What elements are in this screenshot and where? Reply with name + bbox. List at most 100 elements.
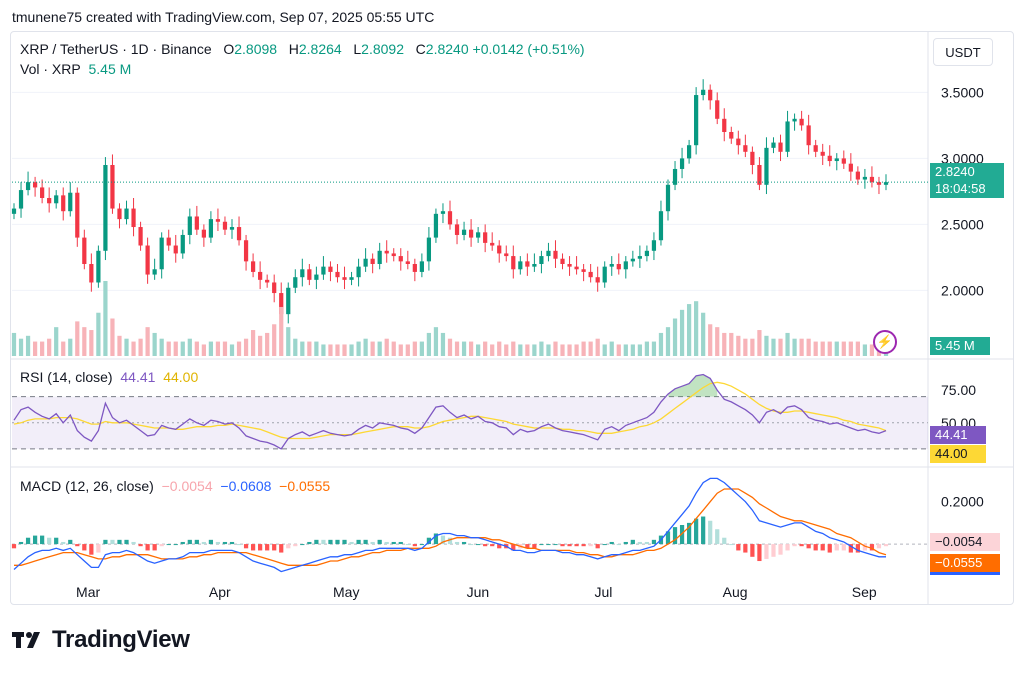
rsi-line xyxy=(13,373,887,450)
volume-bar xyxy=(581,341,586,356)
macd-histogram-bar xyxy=(349,541,354,545)
rsi-ma-badge: 44.00 xyxy=(930,445,986,463)
macd-label[interactable]: MACD (12, 26, close) xyxy=(20,478,154,494)
candle-body xyxy=(391,253,396,257)
macd-header: MACD (12, 26, close) −0.0054 −0.0608 −0.… xyxy=(20,478,330,494)
volume-bar xyxy=(286,327,291,356)
volume-bar xyxy=(229,344,235,356)
macd-histogram-bar xyxy=(307,541,312,545)
lightning-bolt-icon[interactable]: ⚡ xyxy=(873,330,897,354)
candle-body xyxy=(708,89,713,101)
macd-histogram-bar xyxy=(131,541,136,545)
candle-body xyxy=(419,261,424,272)
high-value: 2.8264 xyxy=(298,41,342,57)
macd-histogram-bar xyxy=(736,544,741,551)
volume-bar xyxy=(25,335,31,356)
macd-histogram-bar xyxy=(476,544,481,546)
volume-bar xyxy=(792,338,797,356)
macd-histogram-bar xyxy=(757,544,762,562)
macd-histogram-bar xyxy=(855,544,860,553)
candle-body xyxy=(461,229,467,235)
x-tick-label: Jun xyxy=(467,584,490,600)
macd-histogram-bar xyxy=(321,539,326,545)
rsi-label[interactable]: RSI (14, close) xyxy=(20,369,113,385)
volume-bar xyxy=(236,341,242,356)
macd-histogram-bar xyxy=(82,544,87,551)
volume-bar xyxy=(103,281,108,356)
volume-bar xyxy=(272,324,277,356)
macd-histogram-bar xyxy=(722,537,727,545)
candle-body xyxy=(468,229,474,238)
macd-histogram-bar xyxy=(201,541,206,545)
volume-bar xyxy=(405,344,410,356)
candle-body xyxy=(384,250,389,254)
macd-histogram-bar xyxy=(173,544,178,546)
candle-body xyxy=(82,237,87,264)
candle-body xyxy=(609,264,614,267)
volume-bar xyxy=(483,341,488,356)
candle-body xyxy=(743,145,748,152)
volume-bar xyxy=(391,341,396,356)
candle-body xyxy=(236,227,242,241)
candle-body xyxy=(883,182,889,185)
symbol-title[interactable]: XRP / TetherUS · 1D · Binance xyxy=(20,41,212,57)
volume-bar xyxy=(567,344,572,356)
macd-histogram-bar xyxy=(440,535,446,545)
candle-body xyxy=(750,151,755,165)
candle-body xyxy=(117,208,122,220)
candle-body xyxy=(124,208,129,220)
macd-histogram-bar xyxy=(279,544,284,553)
candle-body xyxy=(581,269,586,272)
candle-body xyxy=(525,261,530,267)
candle-body xyxy=(785,121,790,152)
macd-histogram-bar xyxy=(560,544,565,547)
macd-histogram-bar xyxy=(581,544,586,547)
macd-histogram-bar xyxy=(25,537,31,545)
volume-bar xyxy=(201,344,206,356)
volume-bar xyxy=(715,327,720,356)
macd-histogram-bar xyxy=(602,544,607,546)
candle-body xyxy=(18,190,24,209)
candle-body xyxy=(426,237,432,262)
volume-bar xyxy=(827,341,832,356)
macd-histogram-bar xyxy=(54,537,59,545)
x-tick-label: Jul xyxy=(595,584,613,600)
volume-bar xyxy=(820,341,825,356)
volume-bar xyxy=(258,335,263,356)
volume-bar xyxy=(813,341,818,356)
candle-body xyxy=(827,155,832,162)
macd-histogram-bar xyxy=(778,544,783,555)
volume-bar xyxy=(504,344,509,356)
macd-histogram-bar xyxy=(32,535,38,545)
macd-histogram-bar xyxy=(468,544,474,546)
volume-bar xyxy=(293,338,298,356)
volume-bar xyxy=(173,341,178,356)
volume-bar xyxy=(708,324,713,356)
volume-bar xyxy=(300,341,305,356)
volume-label[interactable]: Vol · XRP xyxy=(20,61,81,77)
volume-bar xyxy=(764,335,769,356)
macd-histogram-bar xyxy=(391,541,396,545)
candle-body xyxy=(300,269,305,278)
candle-body xyxy=(588,271,593,278)
macd-histogram-bar xyxy=(637,541,642,545)
candle-body xyxy=(722,118,727,132)
volume-bar xyxy=(518,344,523,356)
candle-body xyxy=(89,264,94,283)
candle-body xyxy=(560,258,565,264)
macd-histogram-bar xyxy=(342,539,347,545)
candle-body xyxy=(841,158,846,164)
macd-histogram-bar xyxy=(694,518,699,545)
candle-body xyxy=(272,282,277,294)
candle-body xyxy=(764,147,769,185)
macd-histogram-bar xyxy=(862,544,868,551)
currency-button[interactable]: USDT xyxy=(933,38,993,66)
high-label: H xyxy=(288,41,299,57)
brand-name: TradingView xyxy=(52,626,190,653)
volume-bar xyxy=(553,341,558,356)
volume-bar xyxy=(152,332,157,356)
volume-bar xyxy=(539,341,544,356)
macd-histogram-bar xyxy=(152,544,157,551)
candle-body xyxy=(820,151,825,156)
